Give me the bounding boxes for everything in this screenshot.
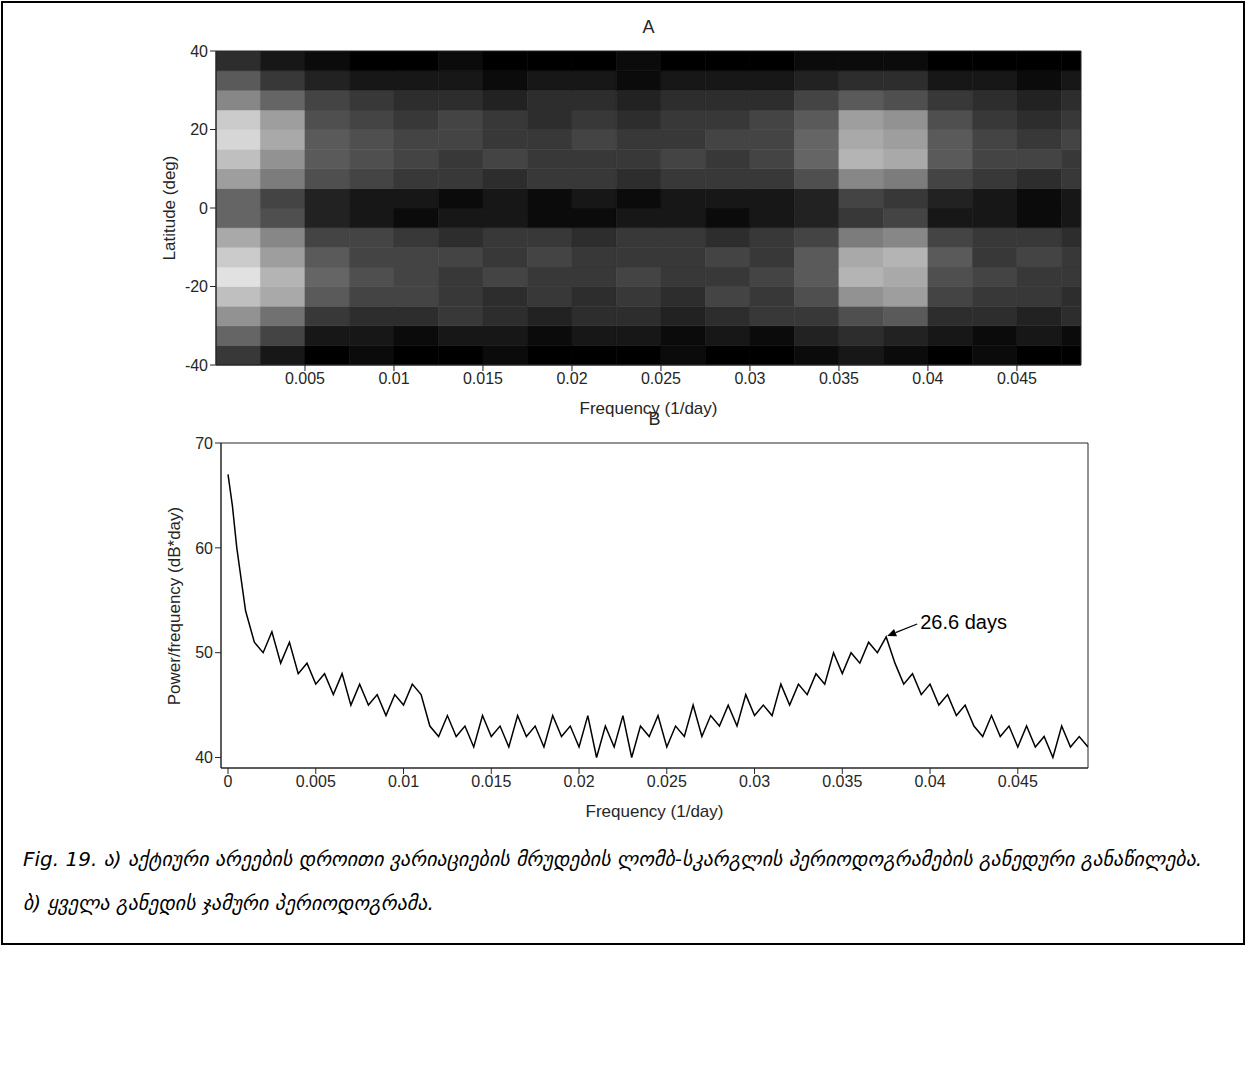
svg-text:0.02: 0.02 (556, 370, 587, 387)
svg-text:0.03: 0.03 (734, 370, 765, 387)
svg-text:0.01: 0.01 (378, 370, 409, 387)
svg-text:26.6 days: 26.6 days (920, 611, 1007, 633)
html-text:Frequency (1/day): Frequency (1/day) (585, 802, 724, 821)
svg-text:40: 40 (190, 43, 208, 60)
svg-text:0.04: 0.04 (912, 370, 943, 387)
svg-text:0.015: 0.015 (463, 370, 503, 387)
svg-text:50: 50 (195, 644, 213, 661)
svg-text:0.02: 0.02 (563, 773, 594, 790)
svg-text:0.045: 0.045 (997, 370, 1037, 387)
svg-text:0.015: 0.015 (471, 773, 511, 790)
svg-text:0.03: 0.03 (739, 773, 770, 790)
html-text:Power/frequency (dB*day): Power/frequency (dB*day) (165, 506, 184, 705)
svg-text:0.035: 0.035 (822, 773, 862, 790)
html-text:A: A (642, 17, 655, 37)
svg-text:20: 20 (190, 121, 208, 138)
svg-text:0.045: 0.045 (998, 773, 1038, 790)
svg-text:60: 60 (195, 540, 213, 557)
svg-text:0.01: 0.01 (388, 773, 419, 790)
html-text:B: B (648, 409, 661, 429)
svg-text:0.04: 0.04 (914, 773, 945, 790)
html-text:Frequency (1/day): Frequency (1/day) (579, 399, 718, 418)
html-text:Latitude (deg): Latitude (deg) (160, 155, 179, 261)
svg-text:70: 70 (195, 435, 213, 452)
svg-text:0.025: 0.025 (647, 773, 687, 790)
svg-text:0: 0 (199, 200, 208, 217)
svg-text:-20: -20 (185, 278, 208, 295)
svg-text:0.005: 0.005 (296, 773, 336, 790)
svg-text:-40: -40 (185, 357, 208, 374)
svg-text:0: 0 (224, 773, 233, 790)
svg-text:0.025: 0.025 (641, 370, 681, 387)
html-text:Fig. 19. ა) აქტიური არეების დრ: Fig. 19. ა) აქტიური არეების დროითი ვარია… (23, 847, 1203, 915)
svg-text:40: 40 (195, 749, 213, 766)
svg-text:0.035: 0.035 (819, 370, 859, 387)
svg-text:0.005: 0.005 (285, 370, 325, 387)
